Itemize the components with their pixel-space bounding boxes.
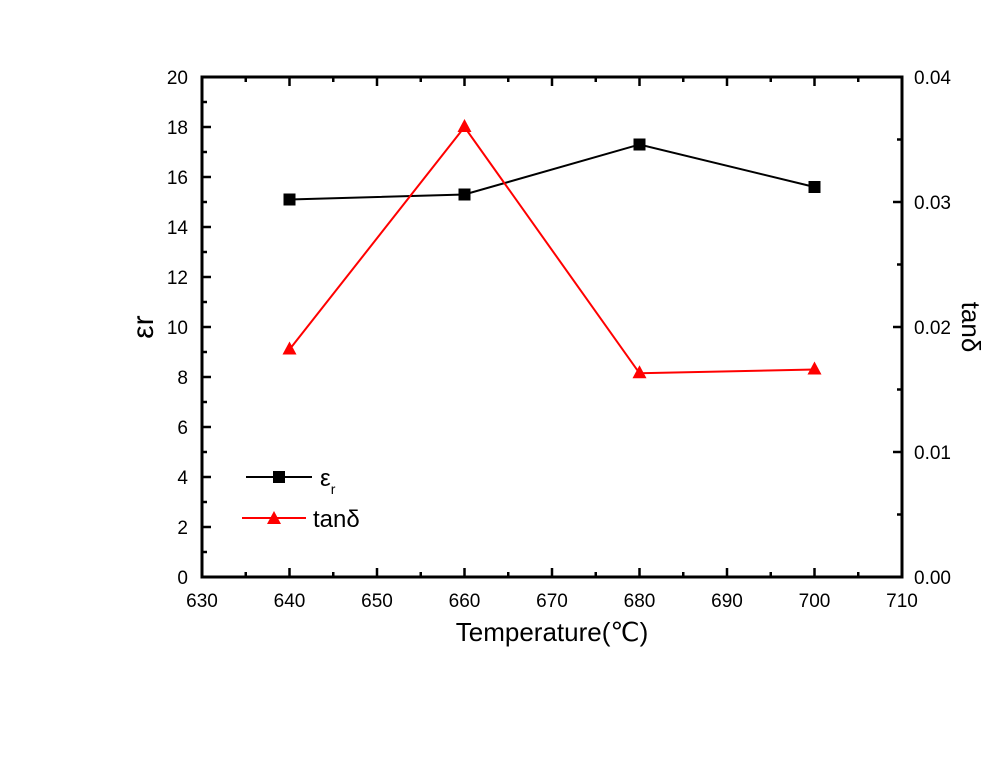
data-point-tand [457,119,472,132]
y-right-tick-label: 0.00 [914,568,951,589]
legend-marker-tand [267,511,281,524]
legend-label-tand: tanδ [313,506,360,533]
y-left-tick-label: 18 [167,118,188,139]
y-right-tick-label: 0.02 [914,318,951,339]
chart-series [282,119,822,379]
y-left-tick-label: 4 [177,468,188,489]
y-left-tick-label: 0 [177,568,188,589]
y-right-tick-label: 0.03 [914,193,951,214]
legend-marker-er [273,471,285,483]
x-tick-label: 680 [624,591,656,612]
y-left-tick-label: 2 [177,518,188,539]
y-right-tick-label: 0.04 [914,68,951,89]
series-line-tand [288,125,815,375]
x-tick-label: 700 [799,591,831,612]
data-point-er [458,188,471,201]
x-tick-label: 630 [186,591,218,612]
x-tick-label: 640 [274,591,306,612]
y-axis-right-title: tanδ [956,302,986,353]
y-left-tick-label: 14 [167,218,189,239]
axis-tick-labels: 630 640 650 660 670 680 690 700 710 0 2 4 6 8 10 12 14 16… [167,68,952,612]
data-point-tand [282,341,297,355]
data-point-tand [632,365,647,379]
y-axis-left-title: εr [127,315,160,338]
y-left-tick-label: 16 [167,168,188,189]
y-left-tick-label: 8 [177,368,188,389]
y-left-tick-label: 10 [167,318,188,339]
legend: εr tanδ [242,465,360,533]
x-tick-label: 660 [449,591,481,612]
data-point-er [808,181,821,193]
data-point-tand [807,361,822,375]
x-tick-label: 710 [886,591,918,612]
x-tick-label: 690 [711,591,743,612]
y-left-tick-label: 20 [167,68,188,89]
y-right-tick-label: 0.01 [914,443,951,464]
y-left-tick-label: 12 [167,268,188,289]
y-left-tick-label: 6 [177,418,188,439]
legend-label-er: εr [320,465,336,497]
axis-ticks [200,75,904,579]
series-line-er [289,143,815,201]
x-tick-label: 650 [361,591,393,612]
data-point-er [283,193,296,206]
x-axis-title: Temperature(℃) [456,617,648,647]
data-point-er [633,138,646,151]
x-tick-label: 670 [536,591,568,612]
